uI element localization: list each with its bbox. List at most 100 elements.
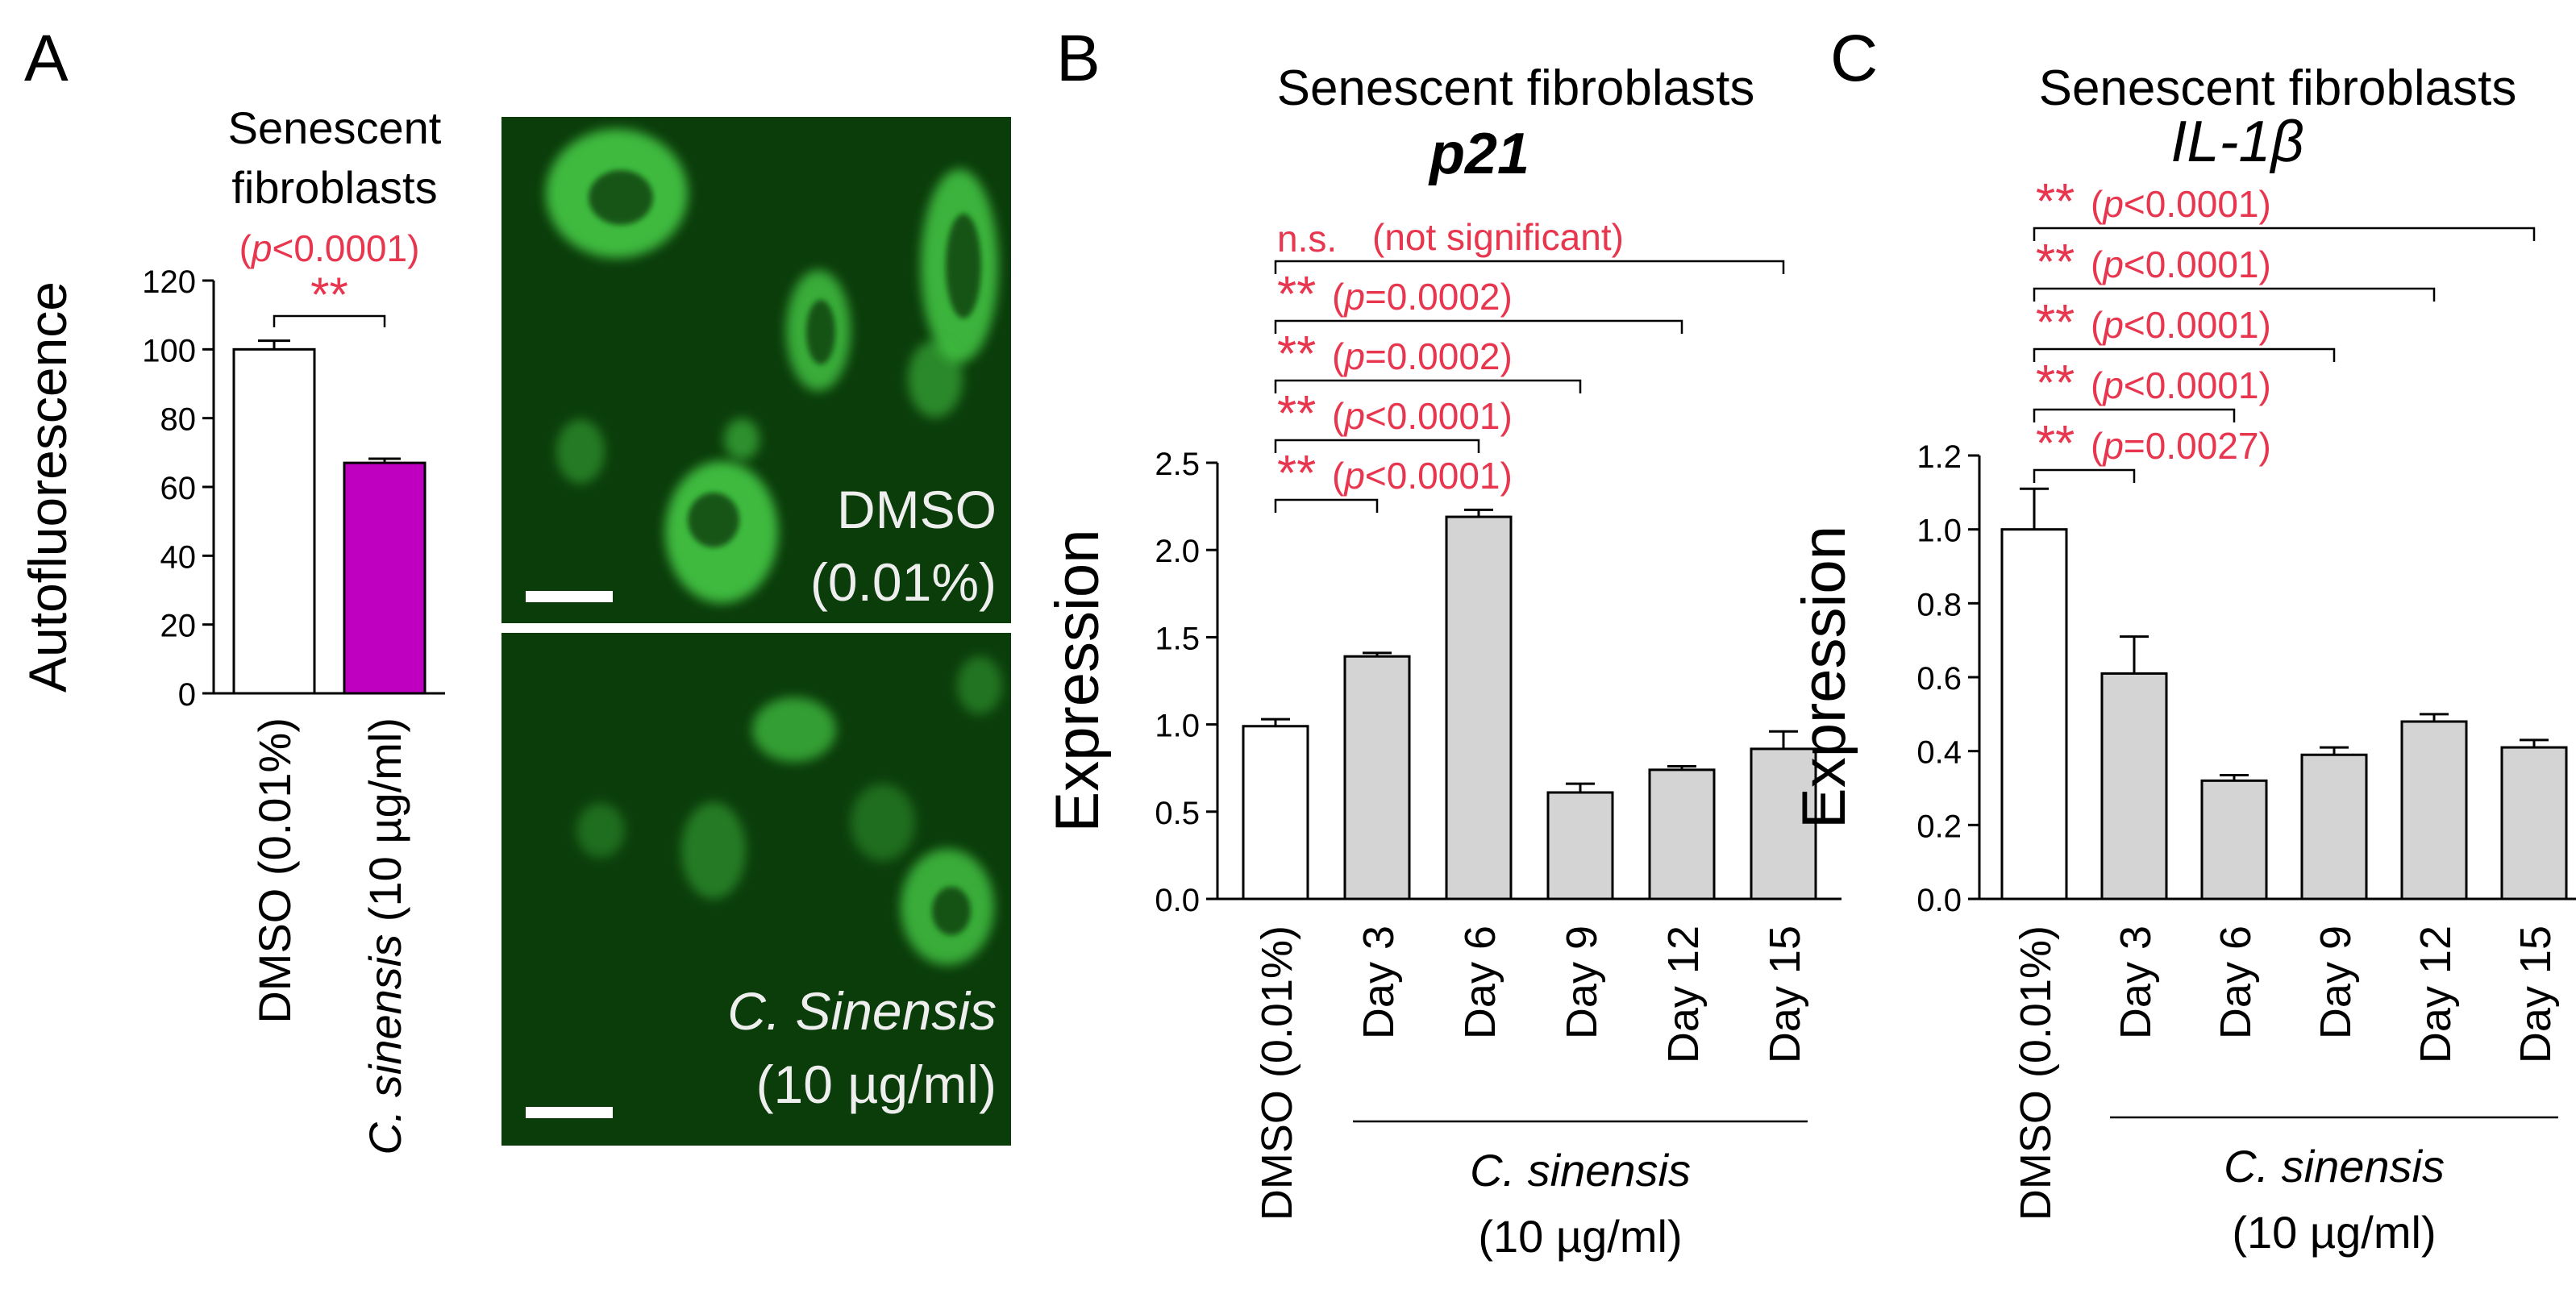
significance-bracket [1274,379,1582,393]
panel-c-gene: IL-1β [2170,110,2303,174]
significance-bracket [2033,408,2236,422]
significance-stars: ** [1277,446,1316,501]
significance-bracket [2033,287,2436,302]
micrograph-dmso-cells [546,129,998,603]
chart-c: 0.0 0.2 0.4 0.6 0.8 1.0 1.2 Expression DMSO (0.0… [1790,174,2576,1258]
y-tick-label: 1.2 [1916,439,1962,475]
group-label-line2: (10 µg/ml) [2232,1207,2436,1258]
category-label: Day 15 [1761,926,1809,1063]
p-value: (p=0.0002) [1332,335,1513,377]
category-label: C. sinensis (10 µg/ml) [360,718,410,1155]
category-label: Day 3 [2112,926,2160,1039]
y-tick-label: 0 [178,677,196,713]
panel-a-title-line1: Senescent [228,102,442,153]
bar [2000,528,2068,901]
y-tick-label: 0.2 [1916,809,1962,844]
y-tick-label: 0.6 [1916,661,1962,697]
micrograph-csinensis: C. Sinensis (10 µg/ml) [501,633,1011,1146]
significance-stars: ** [2036,235,2075,290]
group-label-line1: C. sinensis [1470,1145,1691,1196]
panel-a-title-line2: fibroblasts [231,162,437,213]
panel-b: B Senescent fibroblasts p21 0.0 0.5 1.0 1.5… [1043,22,1841,1262]
significance-bracket [1274,439,1480,453]
bar [2100,672,2168,901]
panel-b-gene: p21 [1428,122,1529,186]
category-label: Day 12 [2412,926,2460,1063]
y-tick-label: 2.5 [1155,447,1200,482]
bar [1750,747,1817,901]
p-value: (p<0.0001) [239,227,420,269]
micrograph-csinensis-label-line1: C. Sinensis [727,981,997,1041]
significance-stars: ** [2036,416,2075,472]
panel-letter-a: A [24,22,69,95]
y-tick-label: 0.0 [1916,883,1962,918]
y-tick-label: 0.5 [1155,796,1200,831]
y-tick-label: 0.8 [1916,587,1962,622]
chart-a: 0 20 40 60 80 100 120 Autofluorescence DMSO (0.0… [18,227,445,1155]
significance-bracket [1274,498,1379,513]
significance-bracket [2033,227,2536,241]
category-label: Day 6 [2212,926,2260,1039]
significance-bracket [273,314,386,327]
category-label: Day 3 [1355,926,1403,1039]
y-tick-label: 1.0 [1916,514,1962,549]
significance-stars: n.s. [1277,218,1337,260]
micrograph-dmso-label-line2: (0.01%) [810,552,997,612]
bar [2500,746,2568,901]
bar [1648,768,1716,901]
panel-c: C Senescent fibroblasts IL-1β 0.0 0.2 0.4 0… [1790,22,2576,1258]
y-tick-label: 60 [160,471,197,506]
category-label: Day 6 [1456,926,1504,1039]
bar [1242,725,1309,901]
significance-stars: ** [2036,356,2075,411]
p-value: (p<0.0001) [1332,455,1513,497]
significance-bracket [2033,347,2336,362]
bar [1546,791,1614,901]
p-value: (p<0.0001) [2091,183,2271,225]
p-value: (p=0.0027) [2091,425,2271,467]
group-label-line1: C. sinensis [2224,1141,2445,1192]
y-tick-label: 80 [160,402,197,438]
p-value: (not significant) [1372,216,1624,258]
significance-stars: ** [1277,267,1316,322]
group-label-line2: (10 µg/ml) [1478,1211,1682,1262]
p-value: (p<0.0001) [2091,243,2271,285]
p-value: (p<0.0001) [1332,395,1513,437]
y-tick-label: 120 [142,264,196,300]
y-tick-label: 40 [160,539,197,575]
bar [2400,720,2468,901]
y-axis-label: Expression [1043,530,1112,833]
bar [2200,779,2268,901]
y-tick-label: 0.4 [1916,735,1962,771]
y-tick-label: 0.0 [1155,883,1200,918]
y-tick-label: 1.5 [1155,621,1200,656]
bar [343,461,427,695]
p-value: (p<0.0001) [2091,304,2271,346]
significance-bracket [1274,260,1785,274]
scale-bar-csinensis [526,1107,613,1118]
bar [1445,515,1513,901]
panel-letter-c: C [1830,22,1878,95]
significance-stars: ** [1277,386,1316,442]
scale-bar-dmso [526,591,613,602]
micrograph-csinensis-cells [576,656,1002,965]
micrograph-dmso: DMSO (0.01%) [501,117,1011,623]
category-label: Day 9 [1558,926,1606,1039]
micrograph-dmso-label-line1: DMSO [837,480,997,539]
significance-bracket [2033,468,2136,483]
y-tick-label: 20 [160,609,197,644]
panel-c-title: Senescent fibroblasts [2039,60,2517,116]
p-value: (p<0.0001) [2091,364,2271,406]
bar [232,347,316,695]
category-label: DMSO (0.01%) [249,718,300,1024]
y-tick-label: 100 [142,333,196,368]
bar [2300,753,2368,901]
p-value: (p=0.0002) [1332,276,1513,318]
significance-bracket [1274,319,1683,334]
panel-letter-b: B [1056,22,1101,95]
category-label: DMSO (0.01%) [1253,926,1301,1221]
bar [1343,655,1411,901]
y-axis-label: Expression [1790,526,1858,829]
significance-stars: ** [2036,174,2075,230]
